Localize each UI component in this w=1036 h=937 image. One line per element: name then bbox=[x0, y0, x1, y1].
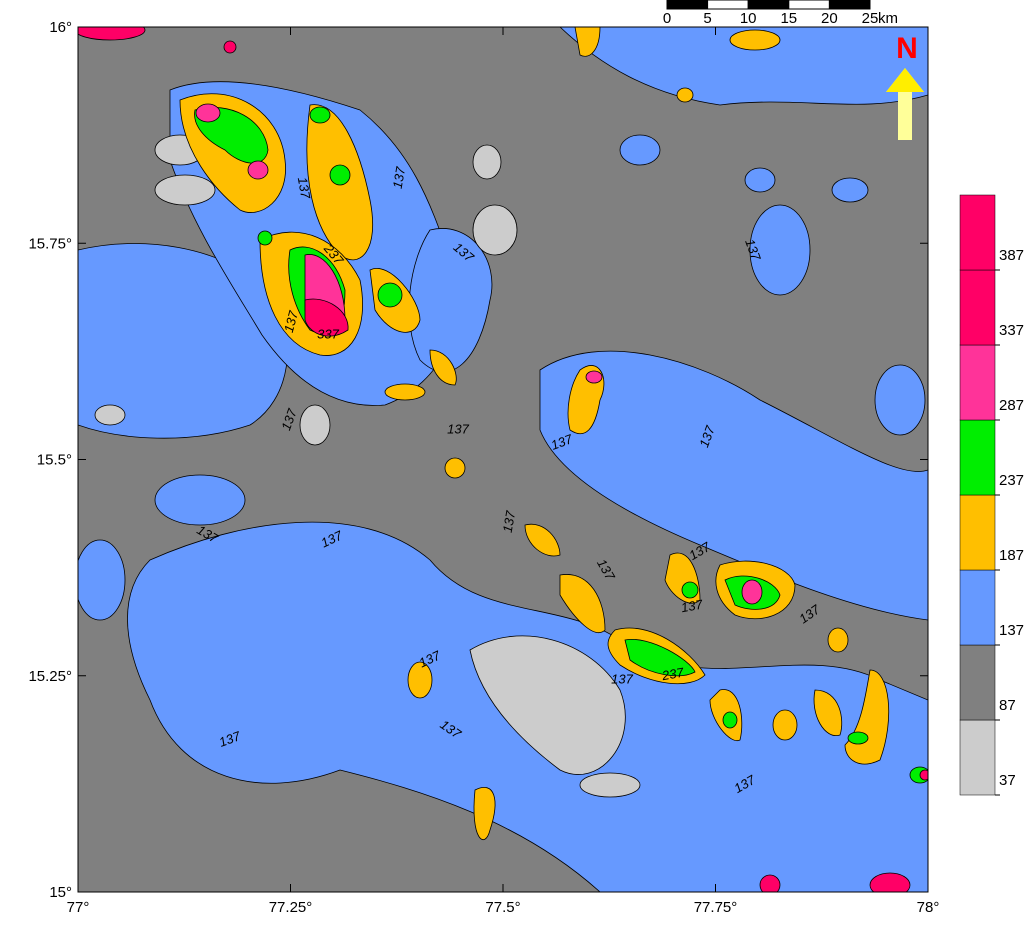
legend-label: 237 bbox=[999, 472, 1024, 489]
legend-label: 187 bbox=[999, 547, 1024, 564]
legend-label: 387 bbox=[999, 247, 1024, 264]
legend-bin bbox=[960, 720, 995, 795]
contour-label: 137 bbox=[447, 421, 469, 436]
scale-segment bbox=[667, 0, 708, 9]
scale-label: 20 bbox=[821, 10, 838, 27]
scale-segment bbox=[829, 0, 870, 9]
map-figure: 77° 77.25° 77.5° 77.75° 78° 15° 15.25° 15.5° 15.… bbox=[0, 0, 1036, 932]
legend-bin bbox=[960, 345, 995, 420]
scale-segment bbox=[789, 0, 830, 9]
scale-label: 25 bbox=[862, 10, 879, 27]
legend-bin bbox=[960, 195, 995, 270]
legend-label: 287 bbox=[999, 397, 1024, 414]
scale-label: 5 bbox=[703, 10, 711, 27]
scale-unit: km bbox=[878, 10, 898, 27]
scale-label: 0 bbox=[663, 10, 671, 27]
legend-label: 87 bbox=[999, 697, 1016, 714]
x-tick-label: 77.5° bbox=[485, 899, 520, 916]
contour-label: 337 bbox=[317, 326, 339, 341]
scale-label: 10 bbox=[740, 10, 757, 27]
y-tick-label: 15° bbox=[49, 884, 72, 901]
contour-label: 137 bbox=[611, 671, 633, 686]
y-tick-label: 15.5° bbox=[37, 452, 72, 469]
y-tick-label: 15.75° bbox=[28, 235, 72, 252]
x-tick-label: 77.25° bbox=[269, 899, 313, 916]
scale-label: 15 bbox=[780, 10, 797, 27]
contour-fill bbox=[75, 20, 930, 897]
x-tick-label: 77° bbox=[67, 899, 90, 916]
x-tick-label: 77.75° bbox=[694, 899, 738, 916]
legend-bin bbox=[960, 270, 995, 345]
legend-bin bbox=[960, 570, 995, 645]
page: {"map": { "xlim": [77, 78], "ylim": [15,… bbox=[0, 0, 1036, 937]
scale-segment bbox=[748, 0, 789, 9]
legend-label: 137 bbox=[999, 622, 1024, 639]
north-label: N bbox=[896, 32, 918, 65]
legend-label: 337 bbox=[999, 322, 1024, 339]
legend-label: 37 bbox=[999, 772, 1016, 789]
y-tick-label: 15.25° bbox=[28, 668, 72, 685]
legend-bin bbox=[960, 420, 995, 495]
legend-bin bbox=[960, 645, 995, 720]
legend-bin bbox=[960, 495, 995, 570]
color-legend: 37 87 137 187 237 287 337 387 bbox=[960, 195, 1024, 795]
y-tick-label: 16° bbox=[49, 19, 72, 36]
scale-segment bbox=[708, 0, 749, 9]
x-tick-label: 78° bbox=[917, 899, 940, 916]
